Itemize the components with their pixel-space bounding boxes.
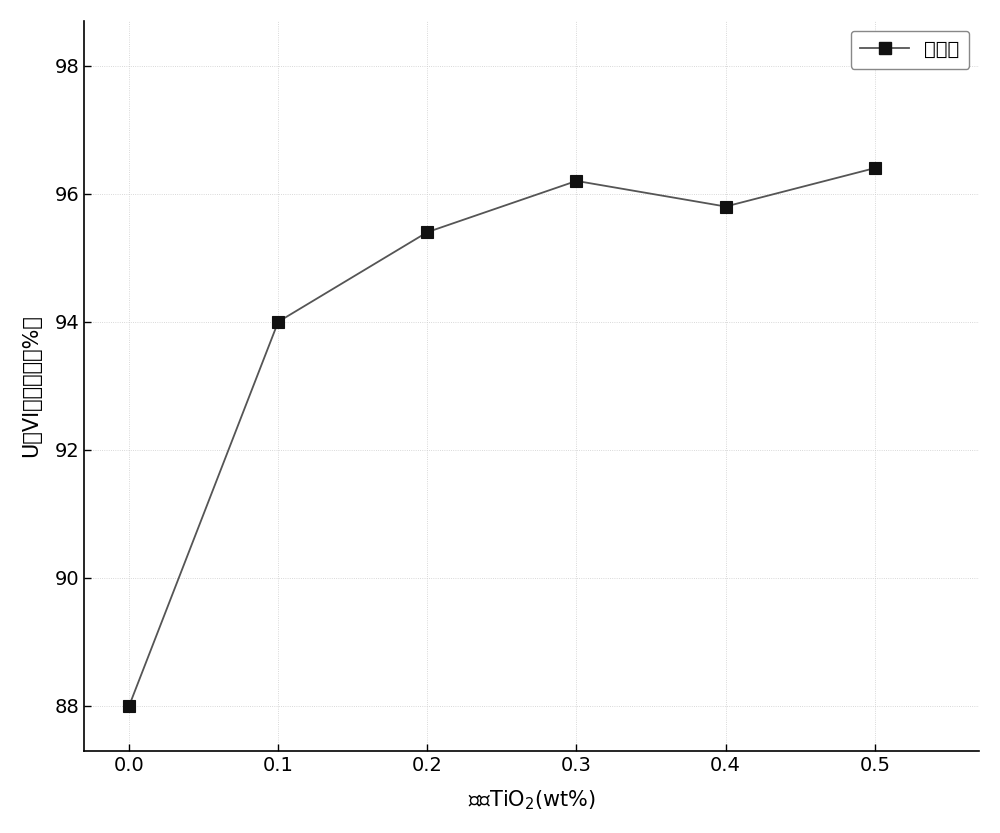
Legend: 去污率: 去污率 bbox=[851, 31, 969, 69]
Y-axis label: U（VI）去污率（%）: U（VI）去污率（%） bbox=[21, 314, 41, 457]
X-axis label: 纳米TiO$_2$(wt%): 纳米TiO$_2$(wt%) bbox=[468, 789, 596, 812]
